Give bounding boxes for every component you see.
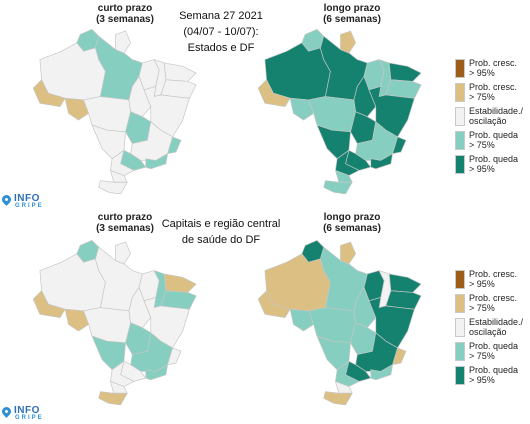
short-term-heading: curto prazo (3 semanas) — [96, 3, 154, 25]
location-pin-icon — [0, 193, 13, 206]
legend-label: Estabilidade./oscilação — [469, 317, 524, 337]
region-rj — [370, 153, 393, 170]
brazil-map-short-term — [32, 240, 197, 405]
legend-item-prob-queda-95: Prob. queda > 95% — [455, 365, 530, 389]
region-es — [392, 347, 407, 366]
region-rj — [145, 364, 168, 381]
region-es — [392, 136, 407, 155]
legend-label: Prob. queda > 95% — [469, 154, 519, 174]
region-ro — [64, 308, 89, 332]
legend-item-prob-queda-75: Prob. queda > 75% — [455, 341, 530, 365]
legend-swatch — [455, 107, 465, 126]
brazil-map-long-term — [257, 240, 422, 405]
region-mt — [83, 307, 131, 344]
region-ap — [115, 30, 131, 54]
legend-swatch — [455, 131, 465, 150]
region-ne-n — [163, 273, 197, 293]
legend-swatch — [455, 59, 465, 78]
region-ap — [340, 30, 356, 54]
region-go — [350, 111, 377, 144]
legend-item-estabilidade: Estabilidade./oscilação — [455, 106, 530, 130]
legend-swatch — [455, 270, 465, 289]
infogripe-logo: INFO GRIPE — [0, 193, 62, 212]
legend-label: Prob. queda > 95% — [469, 365, 519, 385]
panel-title: Capitais e região central de saúde do DF — [161, 218, 281, 246]
region-am — [39, 253, 106, 312]
region-es — [167, 136, 182, 155]
legend-swatch — [455, 318, 465, 337]
legend-swatch — [455, 294, 465, 313]
brazil-map-long-term — [257, 29, 422, 194]
long-term-heading: longo prazo (6 semanas) — [323, 3, 381, 25]
short-term-heading: curto prazo (3 semanas) — [96, 212, 154, 234]
region-es — [167, 347, 182, 366]
region-rr — [301, 29, 325, 52]
region-to — [128, 76, 152, 118]
legend: Prob. cresc. > 95% Prob. cresc. > 75% Estabi… — [455, 58, 530, 178]
brazil-map-short-term — [32, 29, 197, 194]
region-rs — [323, 180, 353, 194]
legend-label: Prob. queda > 75% — [469, 341, 519, 361]
region-mt — [308, 96, 356, 133]
legend-swatch — [455, 155, 465, 174]
region-ne-n — [388, 273, 422, 293]
legend-item-estabilidade: Estabilidade./oscilação — [455, 317, 530, 341]
region-go — [350, 322, 377, 355]
region-go — [125, 322, 152, 355]
region-mt — [83, 96, 131, 133]
infogripe-logo: INFO GRIPE — [0, 405, 62, 424]
region-rs — [323, 391, 353, 405]
region-to — [353, 76, 377, 118]
legend-swatch — [455, 83, 465, 102]
legend-swatch — [455, 342, 465, 361]
legend-label: Prob. cresc. > 95% — [469, 269, 518, 289]
region-ne-n — [388, 62, 422, 82]
legend-item-prob-queda-95: Prob. queda > 95% — [455, 154, 530, 178]
legend-item-prob-cresc-95: Prob. cresc. > 95% — [455, 269, 530, 293]
legend-item-prob-cresc-95: Prob. cresc. > 95% — [455, 58, 530, 82]
region-to — [128, 287, 152, 329]
region-ap — [340, 241, 356, 265]
legend-label: Estabilidade./oscilação — [469, 106, 524, 126]
legend-label: Prob. cresc. > 75% — [469, 82, 518, 102]
region-rs — [98, 180, 128, 194]
region-rr — [76, 240, 100, 263]
location-pin-icon — [0, 405, 13, 418]
region-am — [39, 42, 106, 101]
long-term-heading: longo prazo (6 semanas) — [323, 212, 381, 234]
region-am — [264, 253, 331, 312]
region-mt — [308, 307, 356, 344]
legend: Prob. cresc. > 95% Prob. cresc. > 75% Estabi… — [455, 269, 530, 389]
legend-item-prob-queda-75: Prob. queda > 75% — [455, 130, 530, 154]
region-ap — [115, 241, 131, 265]
legend-label: Prob. queda > 75% — [469, 130, 519, 150]
panel-estados: curto prazo (3 semanas) Semana 27 2021 (0… — [0, 0, 530, 209]
region-rs — [98, 391, 128, 405]
region-go — [125, 111, 152, 144]
legend-label: Prob. cresc. > 95% — [469, 58, 518, 78]
legend-swatch — [455, 366, 465, 385]
region-ne-n — [163, 62, 197, 82]
region-ro — [289, 308, 314, 332]
legend-item-prob-cresc-75: Prob. cresc. > 75% — [455, 82, 530, 106]
region-rj — [145, 153, 168, 170]
legend-label: Prob. cresc. > 75% — [469, 293, 518, 313]
region-ro — [289, 97, 314, 121]
region-rr — [301, 240, 325, 263]
panel-title: Semana 27 2021 (04/07 - 10/07): Estados … — [179, 10, 263, 54]
region-rj — [370, 364, 393, 381]
region-rr — [76, 29, 100, 52]
panel-capitais: curto prazo (3 semanas) Capitais e região… — [0, 207, 530, 421]
region-to — [353, 287, 377, 329]
region-am — [264, 42, 331, 101]
region-ro — [64, 97, 89, 121]
legend-item-prob-cresc-75: Prob. cresc. > 75% — [455, 293, 530, 317]
